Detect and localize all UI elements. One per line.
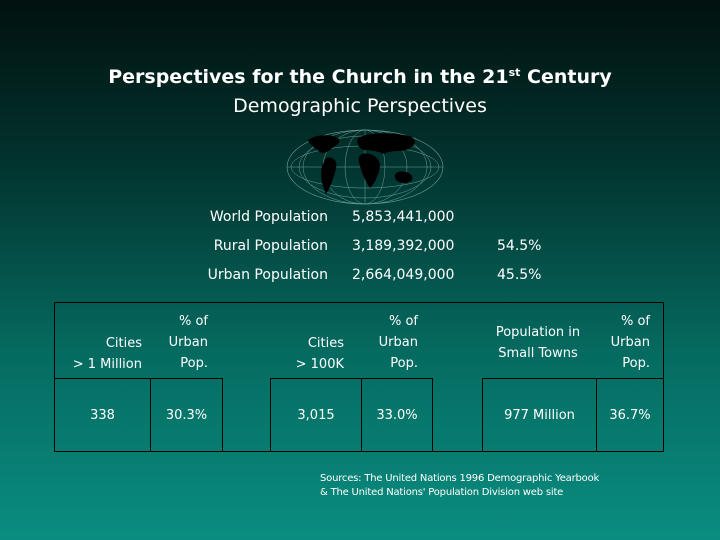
- table-divider: [432, 378, 433, 452]
- table-divider: [482, 378, 483, 452]
- table-top-border: [54, 302, 664, 303]
- cities-100k-header: Cities > 100K: [295, 336, 344, 372]
- world-population-label: World Population: [209, 209, 328, 225]
- cities-1m-value: 338: [90, 408, 115, 423]
- small-towns-pct-value: 36.7%: [609, 408, 651, 423]
- cities-1m-header: Cities > 1 Million: [72, 336, 142, 372]
- cities-100k-value: 3,015: [297, 408, 335, 423]
- slide-subtitle: Demographic Perspectives: [233, 95, 487, 117]
- urban-population-label: Urban Population: [207, 267, 328, 283]
- cities-100k-pct-value: 33.0%: [376, 408, 418, 423]
- rural-population-percent: 54.5%: [497, 238, 542, 254]
- rural-population-value: 3,189,392,000: [352, 238, 455, 254]
- table-left-border: [54, 302, 55, 452]
- world-population-value: 5,853,441,000: [352, 209, 455, 225]
- slide-title: Perspectives for the Church in the 21st …: [108, 66, 612, 88]
- urban-population-value: 2,664,049,000: [352, 267, 455, 283]
- source-note: Sources: The United Nations 1996 Demogra…: [320, 473, 600, 498]
- urban-pct-header: % of Urban Pop.: [378, 314, 418, 371]
- table-divider: [222, 378, 223, 452]
- urban-pct-header: % of Urban Pop.: [610, 314, 650, 371]
- rural-population-label: Rural Population: [213, 238, 328, 254]
- table-bottom-border: [54, 451, 664, 452]
- table-divider: [482, 378, 664, 379]
- table-divider: [150, 378, 151, 452]
- small-towns-header: Population in Small Towns: [495, 325, 581, 361]
- table-divider: [54, 378, 222, 379]
- table-divider: [270, 378, 271, 452]
- urban-population-percent: 45.5%: [497, 267, 542, 283]
- world-map-globe-icon: [286, 129, 444, 205]
- table-right-border: [663, 302, 664, 452]
- urban-pct-header: % of Urban Pop.: [168, 314, 208, 371]
- table-divider: [596, 378, 597, 452]
- cities-1m-pct-value: 30.3%: [165, 408, 208, 423]
- small-towns-value: 977 Million: [504, 408, 575, 423]
- table-divider: [270, 378, 432, 379]
- table-divider: [361, 378, 362, 452]
